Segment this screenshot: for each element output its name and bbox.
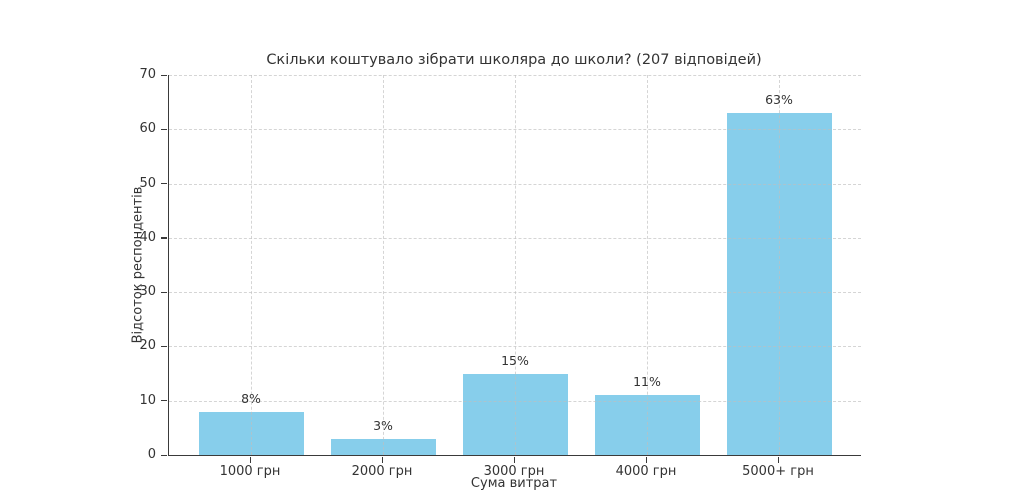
y-tick-mark bbox=[161, 454, 167, 456]
chart-title: Скільки коштувало зібрати школяра до шко… bbox=[266, 52, 762, 68]
y-tick-mark bbox=[161, 128, 167, 130]
gridline-vertical bbox=[515, 75, 516, 455]
bar-value-label: 11% bbox=[633, 374, 661, 390]
bar-value-label: 63% bbox=[765, 92, 793, 107]
x-axis-label: Сума витрат bbox=[470, 476, 558, 491]
gridline-vertical bbox=[251, 75, 252, 455]
y-tick-label: 40 bbox=[139, 229, 156, 245]
x-tick-mark bbox=[249, 456, 251, 463]
y-tick-mark bbox=[161, 183, 167, 185]
plot-area: 8% 3% 15% 11% 63% bbox=[168, 75, 861, 456]
gridline-vertical bbox=[383, 75, 384, 455]
y-tick-mark bbox=[161, 237, 167, 239]
x-tick-mark bbox=[513, 456, 515, 463]
x-tick-label: 3000 грн bbox=[483, 464, 545, 479]
x-tick-mark bbox=[645, 456, 647, 463]
y-tick-mark bbox=[161, 74, 167, 76]
y-tick-label: 20 bbox=[139, 338, 156, 354]
y-tick-label: 0 bbox=[147, 447, 156, 462]
bar-value-label: 15% bbox=[501, 352, 529, 368]
y-tick-label: 60 bbox=[139, 121, 156, 137]
x-tick-label: 5000+ грн bbox=[742, 464, 814, 479]
x-tick-mark bbox=[381, 456, 383, 463]
x-tick-label: 1000 грн bbox=[219, 464, 281, 479]
gridline-vertical bbox=[779, 75, 780, 455]
bar-value-label: 8% bbox=[241, 390, 261, 406]
x-tick-label: 4000 грн bbox=[615, 464, 677, 479]
y-tick-mark bbox=[161, 345, 167, 348]
x-tick-label: 2000 грн bbox=[351, 464, 413, 479]
y-tick-mark bbox=[161, 291, 167, 293]
y-tick-label: 50 bbox=[139, 175, 156, 191]
y-tick-mark bbox=[161, 400, 167, 402]
y-tick-label: 30 bbox=[139, 284, 156, 300]
y-tick-label: 70 bbox=[139, 67, 156, 82]
y-tick-label: 10 bbox=[139, 392, 156, 408]
bar-value-label: 3% bbox=[373, 417, 393, 433]
y-axis-label: Відсоток респондентів bbox=[130, 186, 146, 344]
gridline-vertical bbox=[647, 75, 648, 455]
x-tick-mark bbox=[777, 456, 779, 463]
